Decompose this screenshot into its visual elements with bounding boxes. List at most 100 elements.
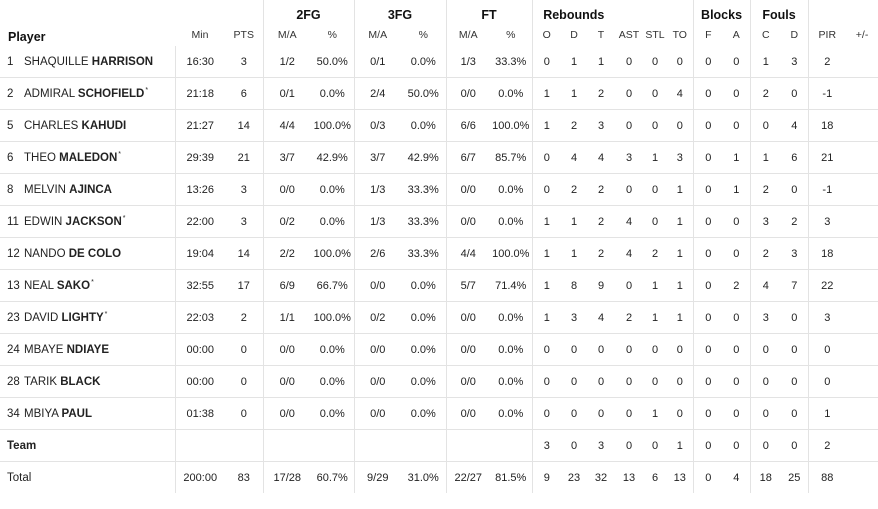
col-header-foul-c[interactable]: C [749, 24, 782, 46]
table-row: 24 MBAYE NDIAYE 00:00 0 0/0 0.0% 0/0 0.0% 0/0 0.0… [0, 333, 878, 366]
cell-min: 32:55 [174, 269, 225, 302]
col-header-blk-a[interactable]: A [732, 29, 740, 41]
cell-ft-pct: 100.0% [490, 109, 532, 142]
cell-ft-pct: 85.7% [490, 141, 532, 174]
cell-min: 00:00 [174, 333, 225, 366]
cell-ft-ma: 0/0 [445, 333, 490, 366]
player-first-name: MELVIN [24, 183, 66, 196]
col-header-ast[interactable]: AST [618, 29, 640, 41]
col-header-2fg-pct[interactable]: % [327, 29, 337, 41]
cell-to: 4 [667, 77, 694, 110]
player-link[interactable]: CHARLES KAHUDI [24, 120, 126, 132]
cell-fg2-ma [262, 429, 311, 462]
col-header-stl[interactable]: STL [645, 29, 665, 41]
cell-foul-c: 2 [749, 77, 782, 110]
player-number: 12 [7, 247, 20, 260]
col-header-foul-d[interactable]: D [790, 29, 799, 41]
col-header-to[interactable]: TO [672, 29, 687, 41]
player-link[interactable]: MBIYA PAUL [24, 408, 92, 420]
player-link[interactable]: EDWIN JACKSON [24, 216, 122, 228]
col-header-3fg-pct[interactable]: % [418, 29, 428, 41]
cell-ft-ma: 0/0 [445, 365, 490, 398]
col-header-ft-pct[interactable]: % [506, 29, 516, 41]
cell-foul-d: 0 [781, 333, 809, 366]
cell-min: 19:04 [174, 237, 225, 270]
col-header-2fg-ma[interactable]: M/A [262, 24, 311, 46]
cell-pir: 1 [807, 397, 847, 430]
cell-stl: 0 [643, 109, 668, 142]
cell-ft-ma: 0/0 [445, 301, 490, 334]
cell-fg3-pct: 0.0% [401, 269, 446, 302]
cell-ast: 4 [615, 205, 644, 238]
cell-min [174, 429, 225, 462]
cell-pts: 0 [225, 333, 263, 366]
cell-blk-f: 0 [692, 365, 724, 398]
starter-marker: * [122, 215, 126, 223]
cell-pir: 21 [807, 141, 847, 174]
cell-blk-f: 0 [692, 269, 724, 302]
cell-fg2-pct: 100.0% [311, 301, 354, 334]
cell-foul-d: 3 [781, 237, 809, 270]
col-header-plus-minus[interactable]: +/- [855, 29, 869, 41]
player-link[interactable]: THEO MALEDON [24, 152, 117, 164]
cell-to: 1 [667, 269, 694, 302]
col-header-ft-ma[interactable]: M/A [445, 24, 490, 46]
col-header-reb-o[interactable]: O [531, 24, 561, 46]
player-link[interactable]: MBAYE NDIAYE [24, 344, 109, 356]
cell-blk-a: 0 [723, 77, 751, 110]
cell-blk-a: 1 [723, 141, 751, 174]
cell-blk-f: 0 [692, 205, 724, 238]
cell-fg2-pct: 0.0% [311, 77, 354, 110]
cell-ft-pct: 0.0% [490, 333, 532, 366]
cell-blk-a: 0 [723, 429, 751, 462]
cell-pm [846, 461, 878, 493]
cell-blk-a: 0 [723, 237, 751, 270]
cell-fg2-pct: 0.0% [311, 205, 354, 238]
cell-ft-ma: 0/0 [445, 205, 490, 238]
cell-stl: 0 [643, 429, 668, 462]
player-number: 6 [7, 151, 14, 164]
player-last-name: PAUL [61, 407, 92, 420]
cell-pts: 3 [225, 205, 263, 238]
cell-pir: -1 [807, 173, 847, 206]
col-header-3fg-ma[interactable]: M/A [353, 24, 401, 46]
cell-pir: 22 [807, 269, 847, 302]
player-number: 8 [7, 183, 14, 196]
cell-pts: 14 [225, 237, 263, 270]
cell-blk-a: 0 [723, 109, 751, 142]
player-column-header[interactable]: Player [8, 30, 46, 44]
cell-pm [846, 237, 878, 270]
player-first-name: ADMIRAL [24, 87, 75, 100]
cell-to: 1 [667, 173, 694, 206]
cell-pir: 3 [807, 301, 847, 334]
cell-fg3-ma: 1/3 [353, 173, 401, 206]
cell-pir: 2 [807, 46, 847, 78]
col-header-reb-t[interactable]: T [597, 29, 605, 41]
player-link[interactable]: DAVID LIGHTY [24, 312, 104, 324]
col-header-pir[interactable]: PIR [807, 24, 847, 46]
cell-fg2-ma: 2/2 [262, 237, 311, 270]
player-link[interactable]: SHAQUILLE HARRISON [24, 56, 153, 68]
group-header-blocks: Blocks [692, 0, 751, 24]
cell-ft-pct: 71.4% [490, 269, 532, 302]
col-header-pts[interactable]: PTS [233, 29, 254, 41]
player-link[interactable]: TARIK BLACK [24, 376, 100, 388]
table-row: 2 ADMIRAL SCHOFIELD* 21:18 6 0/1 0.0% 2/4 50.0%… [0, 77, 878, 110]
cell-ast: 4 [615, 237, 644, 270]
cell-to: 1 [667, 429, 694, 462]
cell-fg2-ma: 0/2 [262, 205, 311, 238]
player-link[interactable]: NEAL SAKO [24, 280, 90, 292]
cell-foul-d: 25 [781, 461, 809, 493]
player-link[interactable]: MELVIN AJINCA [24, 184, 112, 196]
player-first-name: MBIYA [24, 407, 59, 420]
player-link[interactable]: NANDO DE COLO [24, 248, 121, 260]
cell-blk-f: 0 [692, 109, 724, 142]
cell-blk-a: 0 [723, 365, 751, 398]
player-last-name: JACKSON [65, 215, 122, 228]
col-header-blk-f[interactable]: F [692, 24, 724, 46]
player-link[interactable]: ADMIRAL SCHOFIELD [24, 88, 144, 100]
team-row: Team 3 0 3 0 0 1 0 0 0 0 2 [0, 429, 878, 462]
cell-pm [846, 301, 878, 334]
col-header-reb-d[interactable]: D [570, 29, 578, 41]
col-header-min[interactable]: Min [191, 29, 209, 41]
